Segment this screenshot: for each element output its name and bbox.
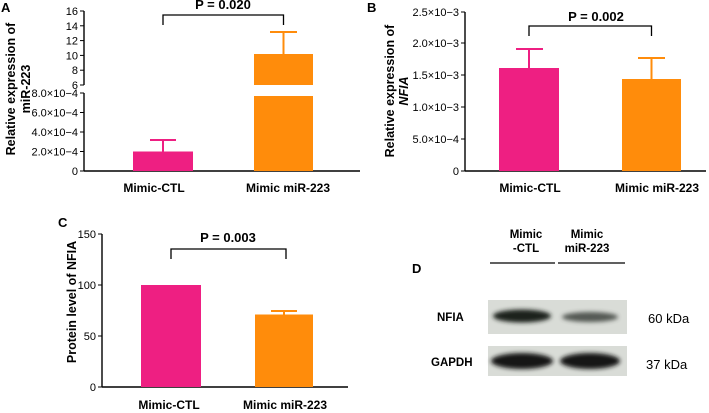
panel-b-ytick: 1.0×10−3 [413,102,460,114]
panel-c-ylabel: Protein level of NFIA [65,241,79,363]
panel-c-bar-mir [255,314,313,387]
panel-c-bar-ctl [141,285,201,387]
panel-label-d: D [412,261,421,276]
gapdh-band-mir [560,353,620,369]
panel-a-xtick: Mimic-CTL [123,181,184,195]
panel-label-a: A [1,0,11,15]
panel-b-xtick: Mimic-CTL [499,181,560,195]
panel-a-ylabel-line1: Relative expression of [4,22,18,156]
panel-d-western-blot: Mimic -CTL Mimic miR-223 NFIA GAPDH 60 k… [431,229,690,376]
panel-label-b: B [367,0,376,15]
panel-b-xtick: Mimic miR-223 [615,181,699,195]
panel-a-upper-ticks: 6 8 10 12 14 16 [66,6,84,92]
panel-c-significance-bracket [170,248,287,259]
panel-b-ytick: 0 [453,166,459,178]
panel-b-ytick: 5.0×10−4 [413,134,460,146]
panel-b-significance-bracket [528,25,653,36]
panel-a-bar-ctl [133,151,193,171]
panel-a-ytick: 4.0×10−4 [32,127,79,139]
panel-a-ytick: 0 [72,166,78,178]
panel-a-ytick: 8.0×10−4 [32,88,79,100]
panel-a-ytick: 16 [66,6,78,18]
panel-a-ytick: 2.0×10−4 [32,147,79,159]
blot-size-nfia: 60 kDa [648,311,690,326]
nfia-band-mir [562,312,618,322]
panel-a-significance-bracket [162,14,285,25]
panel-a-bar-mir-upper [254,54,313,85]
panel-b-chart: Relative expression of NFIA 0 5.0×10−4 1… [383,7,706,195]
panel-b-errorbar-mir [638,57,665,79]
panel-c-chart: Protein level of NFIA 0 50 100 150 P = 0… [65,229,348,412]
panel-a-ylabel-line2: miR-223 [19,65,33,114]
panel-a-ytick: 10 [66,50,78,62]
panel-b-errorbar-ctl [516,48,543,68]
lane-label-ctl-line2: -CTL [513,243,539,255]
panel-a-ytick: 8 [72,65,78,77]
panel-c-p-value: P = 0.003 [200,230,256,245]
blot-row-label-nfia: NFIA [437,312,464,324]
panel-b-bar-ctl [499,68,559,171]
panel-b-ticks: 0 5.0×10−4 1.0×10−3 1.5×10−3 2.0×10−3 2.… [413,7,465,178]
panel-a-errorbar-ctl [150,139,176,152]
panel-b-p-value: P = 0.002 [568,9,624,24]
lane-label-mir-line1: Mimic [571,229,604,241]
panel-b-ytick: 1.5×10−3 [413,70,460,82]
panel-b-ytick: 2.5×10−3 [413,7,460,19]
panel-a-ytick: 6.0×10−4 [32,108,79,120]
panel-a-ytick: 12 [66,36,78,48]
lane-label-mir-line2: miR-223 [565,243,610,255]
panel-b-bar-mir [622,79,681,171]
panel-a-ytick: 14 [66,21,78,33]
nfia-band-ctl [493,309,551,323]
panel-b-ytick: 2.0×10−3 [413,38,460,50]
panel-label-c: C [58,215,68,230]
panel-c-ticks: 0 50 100 150 [78,229,102,394]
panel-a-chart: Relative expression of miR-223 0 2.0×10−… [4,0,360,195]
panel-a-errorbar-mir [270,31,297,54]
panel-a-xtick: Mimic miR-223 [246,181,330,195]
panel-c-ytick: 150 [78,229,96,241]
panel-a-lower-ticks: 0 2.0×10−4 4.0×10−4 6.0×10−4 8.0×10−4 [32,88,84,178]
lane-label-ctl-line1: Mimic [510,229,543,241]
panel-c-errorbar-mir [271,310,297,315]
panel-a-bar-mir-lower [254,96,313,171]
panel-c-xtick: Mimic miR-223 [243,398,327,412]
panel-c-ytick: 50 [84,331,96,343]
panel-b-ylabel-line1: Relative expression of [383,24,397,158]
panel-c-xtick: Mimic-CTL [138,398,199,412]
gapdh-band-ctl [491,353,553,369]
panel-a-p-value: P = 0.020 [195,0,251,12]
panel-a-ytick: 6 [72,80,78,92]
panel-b-ylabel-line2: NFIA [397,76,411,105]
blot-size-gapdh: 37 kDa [646,357,688,372]
panel-c-ytick: 0 [90,382,96,394]
panel-c-ytick: 100 [78,280,96,292]
blot-row-label-gapdh: GAPDH [431,357,473,369]
